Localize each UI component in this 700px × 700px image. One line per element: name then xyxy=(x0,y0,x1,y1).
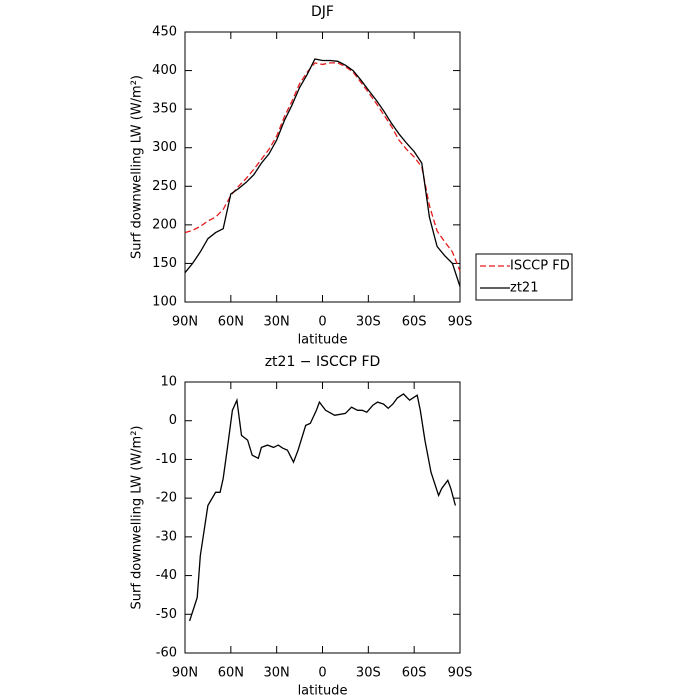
legend-label: zt21 xyxy=(510,281,538,296)
legend-box xyxy=(475,253,573,301)
x-tick-label: 30N xyxy=(264,315,290,330)
x-tick-label: 90S xyxy=(448,315,473,330)
y-tick-label: -60 xyxy=(156,646,177,661)
x-tick-label: 60S xyxy=(402,666,427,681)
data-line xyxy=(188,393,457,622)
y-tick-label: -50 xyxy=(156,607,177,622)
legend: ISCCP FD zt21 xyxy=(475,253,573,301)
x-tick-label: 30S xyxy=(356,666,381,681)
y-tick-label: 150 xyxy=(152,256,177,271)
plot-frame xyxy=(184,381,461,654)
y-tick-label: 400 xyxy=(152,63,177,78)
chart-title: DJF xyxy=(311,4,334,20)
x-tick-label: 90N xyxy=(172,666,198,681)
y-tick-label: 100 xyxy=(152,295,177,310)
y-tick-label: -40 xyxy=(156,568,177,583)
data-line xyxy=(184,62,461,272)
y-tick-label: 300 xyxy=(152,140,177,155)
x-tick-label: 30S xyxy=(356,315,381,330)
y-axis-label: Surf downwelling LW (W/m²) xyxy=(130,426,145,610)
x-tick-label: 60N xyxy=(218,666,244,681)
x-tick-label: 90N xyxy=(172,315,198,330)
y-tick-label: -30 xyxy=(156,529,177,544)
x-tick-label: 30N xyxy=(264,666,290,681)
y-axis-label: Surf downwelling LW (W/m²) xyxy=(130,75,145,259)
data-line xyxy=(184,58,461,287)
y-tick-label: 10 xyxy=(160,375,177,390)
y-tick-label: 350 xyxy=(152,102,177,117)
x-tick-label: 60S xyxy=(402,315,427,330)
y-tick-label: -20 xyxy=(156,491,177,506)
y-tick-label: 200 xyxy=(152,217,177,232)
y-tick-label: 250 xyxy=(152,179,177,194)
plot-frame xyxy=(184,31,461,303)
y-tick-label: -10 xyxy=(156,452,177,467)
x-tick-label: 0 xyxy=(318,666,326,681)
y-tick-label: 450 xyxy=(152,25,177,40)
x-tick-label: 0 xyxy=(318,315,326,330)
x-tick-label: 90S xyxy=(448,666,473,681)
x-axis-label: latitude xyxy=(298,684,348,699)
chart-title: zt21 − ISCCP FD xyxy=(265,354,381,370)
x-axis-label: latitude xyxy=(298,333,348,348)
x-tick-label: 60N xyxy=(218,315,244,330)
y-tick-label: 0 xyxy=(169,413,177,428)
legend-label: ISCCP FD xyxy=(510,259,570,274)
